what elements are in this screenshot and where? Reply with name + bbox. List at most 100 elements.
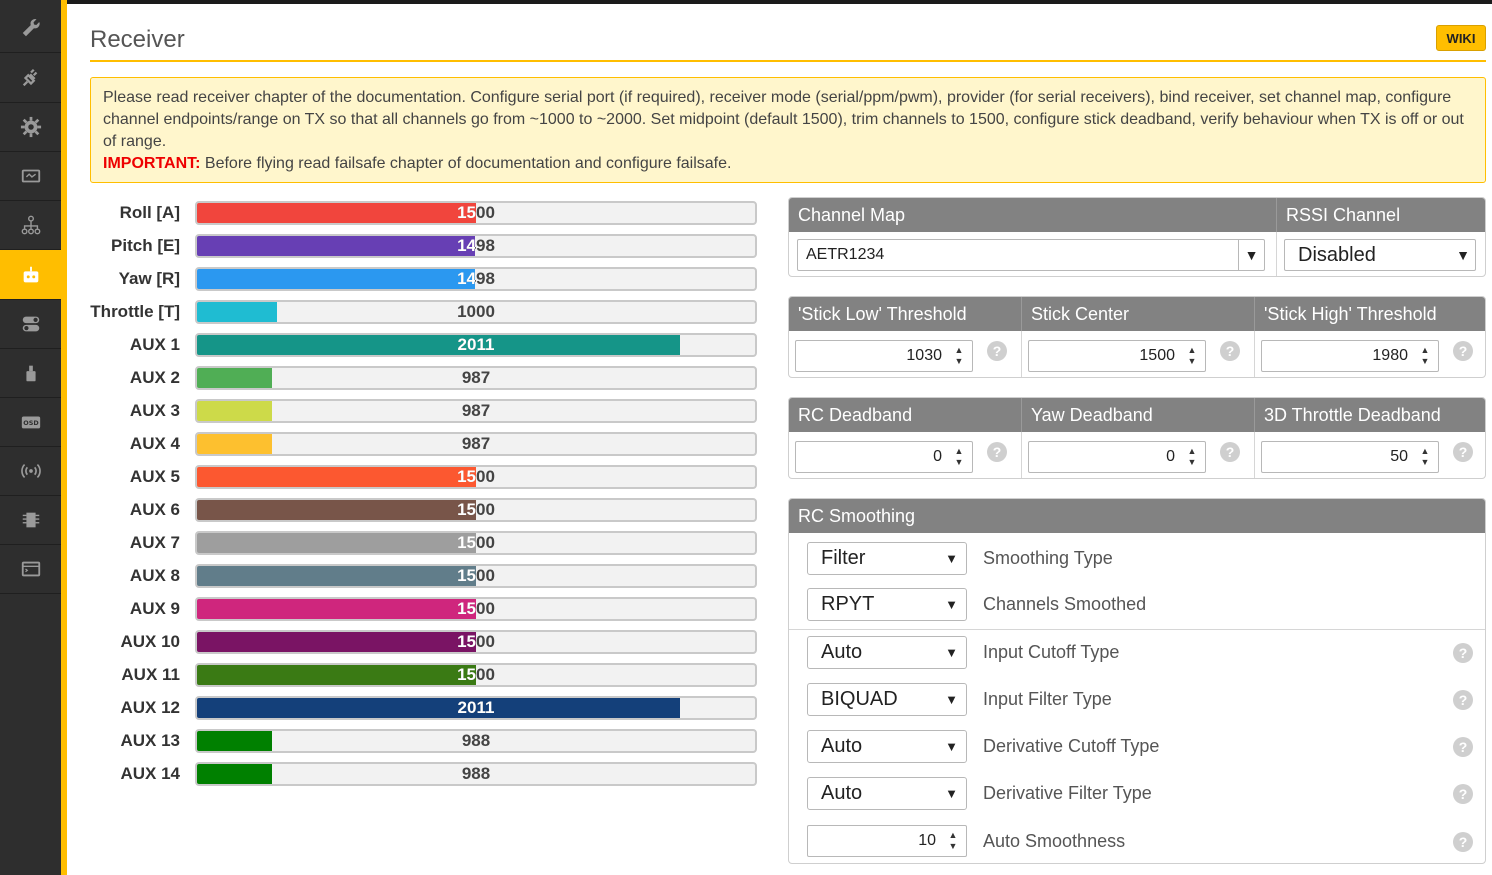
channel-value-overlay-text: 1498 [457,236,475,255]
chevron-down-icon: ▼ [945,692,958,707]
derivative-filter-type-value: Auto [821,782,863,804]
channel-row: AUX 10 15001500 [80,629,760,655]
spinner-arrows-icon[interactable]: ▲ ▼ [954,345,964,366]
nav-ports[interactable] [0,54,61,103]
channel-value: 1500 [457,533,495,552]
derivative-cutoff-type-select[interactable]: Auto ▼ [807,730,967,763]
channel-label: AUX 10 [120,632,180,651]
derivative-filter-type-select[interactable]: Auto ▼ [807,777,967,810]
channel-value-overlay: 987 [197,401,272,421]
channel-value-overlay: 1500 [197,566,476,586]
divider [1276,232,1277,276]
channel-value-overlay-text: 1500 [457,467,476,486]
channel-row: AUX 3 987 987 [80,398,760,424]
channel-row: AUX 4 987 987 [80,431,760,457]
channel-label: AUX 9 [129,599,180,618]
wiki-button[interactable]: WIKI [1436,25,1486,51]
power-plug-icon [22,68,37,87]
stick-high-header: 'Stick High' Threshold [1254,297,1485,331]
nav-cli[interactable] [0,545,61,594]
help-icon[interactable]: ? [1220,442,1240,462]
help-icon[interactable]: ? [1453,341,1473,361]
rc-deadband-input[interactable]: 0 ▲ ▼ [795,441,973,473]
nav-modes[interactable] [0,300,61,349]
channel-bar-fill [197,203,476,223]
input-filter-type-value: BIQUAD [821,688,898,710]
channel-value-overlay: 1500 [197,500,476,520]
smoothing-type-select[interactable]: Filter ▼ [807,542,967,575]
channel-bar-fill [197,566,476,586]
channel-value-overlay: 1000 [197,302,277,322]
derivative-cutoff-type-label: Derivative Cutoff Type [983,736,1160,756]
channel-row: AUX 6 15001500 [80,497,760,523]
channel-value-overlay: 1500 [197,467,476,487]
rssi-channel-select[interactable]: Disabled ▼ [1284,239,1476,271]
nav-transponder[interactable] [0,447,61,496]
channel-value-overlay-text: 1498 [457,269,475,288]
spinner-arrows-icon[interactable]: ▲ ▼ [1187,446,1197,467]
channel-value: 1000 [457,302,495,321]
channel-bar: 988 988 [195,762,757,786]
channel-value-overlay-text: 987 [197,368,272,388]
channel-row: AUX 13 988 988 [80,728,760,754]
title-underline [90,60,1486,62]
nav-power-battery[interactable] [0,152,61,201]
help-icon[interactable]: ? [1453,737,1473,757]
channel-value-overlay: 1500 [197,665,476,685]
spinner-arrows-icon[interactable]: ▲ ▼ [948,830,958,851]
nav-blackbox[interactable] [0,496,61,545]
channel-value-overlay: 988 [197,764,272,784]
help-icon[interactable]: ? [1453,690,1473,710]
channel-label: AUX 14 [120,764,180,783]
channel-bar-fill [197,467,476,487]
channel-bar: 15001500 [195,663,757,687]
sidebar-accent-border [61,0,67,875]
channel-label: Yaw [R] [118,269,180,288]
channel-bar-fill [197,434,272,454]
spinner-arrows-icon[interactable]: ▲ ▼ [1420,446,1430,467]
wireless-icon [20,464,41,478]
nav-failsafe[interactable] [0,201,61,250]
help-icon[interactable]: ? [1453,784,1473,804]
help-icon[interactable]: ? [1220,341,1240,361]
channel-value-overlay-text: 987 [197,434,272,454]
channel-value: 1500 [457,467,495,486]
stick-high-input[interactable]: 1980 ▲ ▼ [1261,340,1439,372]
help-icon[interactable]: ? [1453,643,1473,663]
channel-bar: 987 987 [195,432,757,456]
input-filter-type-select[interactable]: BIQUAD ▼ [807,683,967,716]
nav-motors[interactable] [0,349,61,398]
input-cutoff-type-label: Input Cutoff Type [983,642,1120,662]
channel-bar: 15001500 [195,564,757,588]
stick-low-input[interactable]: 1030 ▲ ▼ [795,340,973,372]
channels-smoothed-select[interactable]: RPYT ▼ [807,588,967,621]
auto-smoothness-input[interactable]: 10 ▲ ▼ [807,825,967,857]
spinner-arrows-icon[interactable]: ▲ ▼ [1420,345,1430,366]
input-cutoff-type-select[interactable]: Auto ▼ [807,636,967,669]
3d-throttle-deadband-input[interactable]: 50 ▲ ▼ [1261,441,1439,473]
chevron-down-icon[interactable]: ▼ [1238,240,1264,270]
spinner-arrows-icon[interactable]: ▲ ▼ [1187,345,1197,366]
divider [1021,432,1022,478]
channel-map-input[interactable]: AETR1234 ▼ [797,239,1265,271]
channel-bar-fill [197,731,272,751]
3d-throttle-deadband-value: 50 [1390,448,1408,465]
channel-bar: 987 987 [195,399,757,423]
help-icon[interactable]: ? [1453,442,1473,462]
channel-value: 987 [461,368,491,387]
channel-bar: 14981498 [195,234,757,258]
spinner-arrows-icon[interactable]: ▲ ▼ [954,446,964,467]
help-icon[interactable]: ? [987,442,1007,462]
channel-value: 1498 [457,236,495,255]
nav-setup[interactable] [0,4,61,53]
help-icon[interactable]: ? [1453,832,1473,852]
wrench-icon [22,19,40,37]
stick-center-input[interactable]: 1500 ▲ ▼ [1028,340,1206,372]
nav-receiver[interactable] [0,250,61,300]
nav-osd[interactable]: OSD [0,398,61,447]
channel-row: AUX 9 15001500 [80,596,760,622]
help-icon[interactable]: ? [987,341,1007,361]
nav-configuration[interactable] [0,103,61,152]
yaw-deadband-input[interactable]: 0 ▲ ▼ [1028,441,1206,473]
channel-bar-fill [197,500,476,520]
